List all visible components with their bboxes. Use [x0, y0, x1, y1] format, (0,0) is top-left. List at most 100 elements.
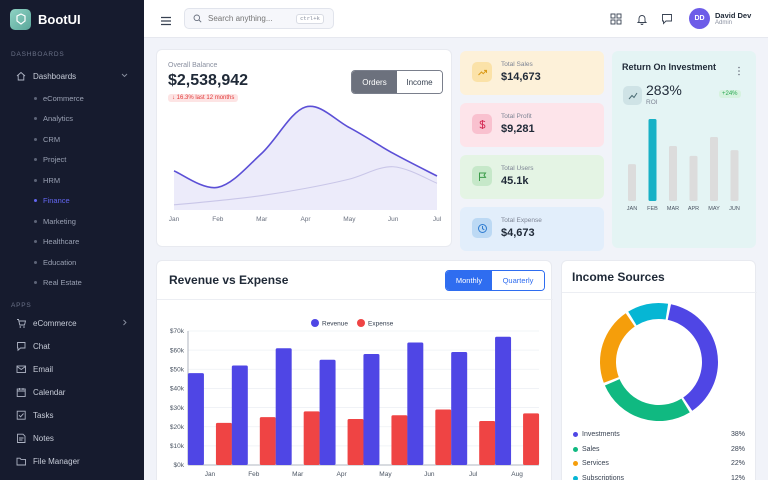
sidebar-subitem-hrm[interactable]: HRM	[0, 170, 144, 191]
chart-line-icon	[623, 86, 642, 105]
sidebar-item-notes[interactable]: Notes	[0, 427, 144, 450]
y-tick-label: $20k	[170, 424, 185, 431]
roi-bar-chart: JAN FEB MAR APR MAY JUN	[627, 119, 740, 212]
sidebar-item-tasks[interactable]: Tasks	[0, 404, 144, 427]
balance-value: $2,538,942	[168, 72, 249, 89]
tab-quarterly[interactable]: Quarterly	[492, 271, 544, 290]
sidebar: BootUI DASHBOARDS Dashboards eCommerce An…	[0, 0, 144, 480]
brand-logo-icon	[10, 8, 31, 30]
message-icon[interactable]	[661, 12, 673, 30]
roi-title: Return On Investment	[622, 62, 717, 72]
sidebar-subitem-label: eCommerce	[43, 93, 84, 103]
balance-card: Overall Balance $2,538,942 ↓ 16.3% last …	[156, 49, 452, 247]
more-vertical-icon[interactable]	[737, 63, 741, 81]
legend-label: Services	[582, 460, 609, 467]
bell-icon[interactable]	[636, 12, 648, 30]
home-icon	[15, 70, 27, 82]
sidebar-subitem-healthcare[interactable]: Healthcare	[0, 232, 144, 253]
menu-icon[interactable]	[160, 13, 172, 31]
search-shortcut: ctrl+k	[296, 13, 324, 24]
search-box[interactable]: ctrl+k	[184, 8, 334, 29]
dashboard-submenu: eCommerce Analytics CRM Project HRM Finance Ma…	[0, 88, 144, 293]
income-donut-chart	[600, 303, 718, 421]
divider	[562, 292, 757, 293]
chat-icon	[15, 341, 27, 353]
sidebar-subitem-real-estate[interactable]: Real Estate	[0, 273, 144, 294]
x-tick-label: May	[343, 216, 356, 223]
x-tick-label: APR	[688, 206, 699, 212]
bullet-icon	[34, 240, 37, 244]
income-title: Income Sources	[572, 270, 665, 284]
y-tick-label: $40k	[170, 386, 185, 393]
roi-bar	[710, 137, 718, 201]
bar-revenue	[275, 348, 292, 465]
x-tick-label: Jun	[424, 471, 435, 478]
sidebar-item-file-manager[interactable]: File Manager	[0, 450, 144, 473]
stat-value: $14,673	[501, 71, 541, 83]
tab-income[interactable]: Income	[397, 71, 442, 93]
legend-percent: 28%	[730, 445, 745, 453]
divider	[157, 299, 553, 300]
legend-percent: 12%	[730, 474, 745, 480]
bullet-icon	[34, 137, 37, 141]
roi-badge: +24%	[719, 90, 741, 98]
bullet-icon	[34, 96, 37, 100]
legend-percent: 38%	[730, 431, 745, 438]
bar-expense	[259, 417, 276, 465]
stat-value: 45.1k	[501, 175, 529, 187]
revenue-title: Revenue vs Expense	[169, 273, 289, 287]
sidebar-item-ecommerce[interactable]: eCommerce	[0, 312, 144, 335]
y-tick-label: $60k	[170, 347, 185, 354]
avatar[interactable]: DD	[689, 8, 710, 29]
legend-row: Subscriptions 12%	[573, 475, 745, 480]
x-tick-label: Jul	[469, 471, 478, 478]
check-square-icon	[15, 410, 27, 422]
sidebar-subitem-education[interactable]: Education	[0, 252, 144, 273]
brand-name: BootUI	[38, 11, 81, 27]
balance-label: Overall Balance	[168, 62, 218, 69]
bar-expense	[347, 419, 364, 465]
sidebar-subitem-finance[interactable]: Finance	[0, 191, 144, 212]
stat-label: Total Expense	[501, 217, 542, 224]
tab-orders[interactable]: Orders	[352, 71, 397, 93]
balance-change-badge: ↓ 16.3% last 12 months	[168, 94, 239, 102]
sidebar-item-email[interactable]: Email	[0, 358, 144, 381]
sidebar-subitem-label: Project	[43, 155, 67, 165]
bar-revenue	[407, 342, 424, 465]
sidebar-item-calendar[interactable]: Calendar	[0, 381, 144, 404]
bullet-icon	[34, 178, 37, 182]
tab-monthly[interactable]: Monthly	[446, 271, 492, 290]
sidebar-item-dashboards[interactable]: Dashboards	[0, 65, 144, 87]
sidebar-subitem-label: Marketing	[43, 216, 76, 226]
sidebar-subitem-label: CRM	[43, 134, 61, 144]
y-tick-label: $10k	[170, 443, 185, 450]
flag-icon	[472, 166, 492, 186]
sidebar-subitem-marketing[interactable]: Marketing	[0, 211, 144, 232]
x-tick-label: MAR	[667, 206, 679, 212]
sidebar-subitem-project[interactable]: Project	[0, 150, 144, 171]
cart-icon	[15, 318, 27, 330]
sidebar-subitem-label: HRM	[43, 175, 61, 185]
y-tick-label: $50k	[170, 366, 185, 373]
legend-marker	[573, 475, 578, 480]
sidebar-subitem-analytics[interactable]: Analytics	[0, 109, 144, 130]
brand[interactable]: BootUI	[0, 0, 144, 38]
stat-card-total-expense: Total Expense $4,673	[460, 207, 604, 251]
sidebar-item-chat[interactable]: Chat	[0, 335, 144, 358]
sidebar-subitem-label: Healthcare	[43, 237, 80, 247]
bar-expense	[303, 411, 320, 465]
stat-card-total-users: Total Users 45.1k	[460, 155, 604, 199]
x-tick-label: FEB	[647, 206, 658, 212]
bar-revenue	[187, 373, 204, 465]
sidebar-item-label: Email	[33, 365, 54, 374]
sidebar-subitem-crm[interactable]: CRM	[0, 129, 144, 150]
grid-icon[interactable]	[610, 12, 622, 30]
bullet-icon	[34, 281, 37, 285]
search-input[interactable]	[208, 14, 296, 23]
user-name: David Dev	[715, 11, 752, 20]
legend-label: Sales	[582, 445, 600, 453]
sidebar-item-label: File Manager	[33, 457, 80, 466]
balance-toggle: Orders Income	[351, 70, 443, 94]
sidebar-subitem-ecommerce[interactable]: eCommerce	[0, 88, 144, 109]
chevron-down-icon	[121, 72, 128, 81]
